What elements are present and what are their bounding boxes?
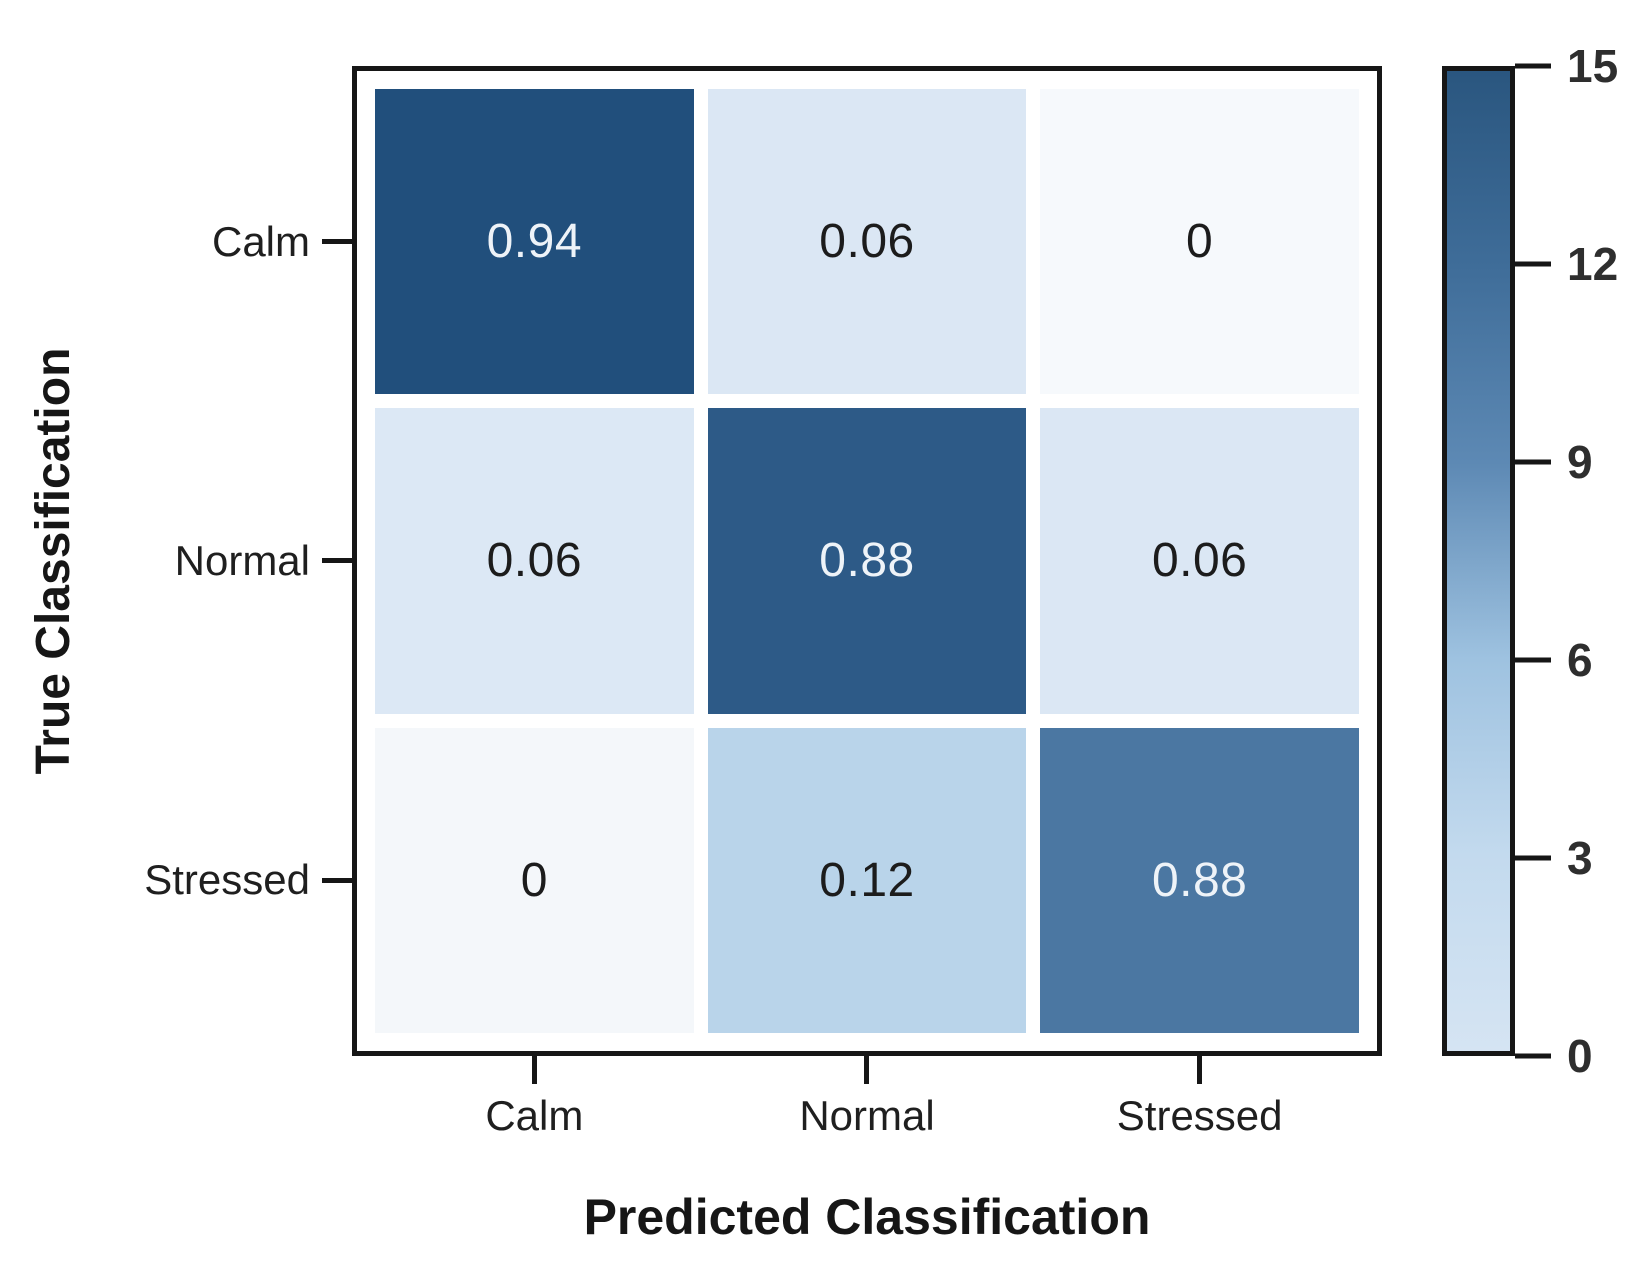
matrix-cell-stressed-normal: 0.12 (707, 727, 1027, 1033)
matrix-cell-stressed-stressed: 0.88 (1040, 727, 1359, 1033)
x-axis-title: Predicted Classification (583, 1189, 1151, 1245)
y-tick-mark (322, 558, 352, 564)
matrix-cell-calm-stressed: 0 (1040, 89, 1359, 395)
y-tick-marks (322, 89, 352, 1033)
colorbar-tick-mark (1515, 657, 1551, 663)
y-tick-mark (322, 877, 352, 883)
colorbar-tick-label: 3 (1567, 832, 1593, 884)
y-tick-row: Stressed (0, 728, 310, 1033)
matrix-cell-calm-normal: 0.06 (707, 89, 1027, 395)
y-tick-row: Normal (0, 408, 310, 713)
y-tick-labels: Calm Normal Stressed (0, 89, 310, 1033)
heatmap-grid: 0.94 0.06 0 0.06 0.88 0.06 0 0.12 0.88 (375, 89, 1359, 1033)
matrix-cell-normal-normal: 0.88 (707, 408, 1027, 714)
x-tick-labels: Calm Normal Stressed (375, 1092, 1359, 1140)
colorbar-tick-mark (1515, 459, 1551, 465)
x-tick-label: Normal (799, 1092, 935, 1139)
colorbar-tick-mark (1515, 261, 1551, 267)
x-tick-mark (1197, 1056, 1203, 1084)
x-tick-mark (864, 1056, 870, 1084)
colorbar-tick-mark (1515, 855, 1551, 861)
colorbar (1442, 66, 1515, 1056)
x-tick-col (375, 1056, 694, 1084)
colorbar-ticks: 15 12 9 6 3 0 (1515, 43, 1638, 1079)
plot-area: 0.94 0.06 0 0.06 0.88 0.06 0 0.12 0.88 (352, 66, 1382, 1056)
x-tick-label: Stressed (1116, 1092, 1283, 1139)
y-tick-row: Calm (0, 89, 310, 394)
matrix-cell-normal-stressed: 0.06 (1040, 408, 1359, 714)
y-tick-label: Stressed (144, 856, 310, 904)
colorbar-gradient (1447, 71, 1510, 1051)
colorbar-tick-label: 6 (1567, 634, 1593, 686)
x-tick-mark (531, 1056, 537, 1084)
colorbar-tick-label: 9 (1567, 436, 1593, 488)
x-tick-col (1040, 1056, 1359, 1084)
colorbar-tick-label: 12 (1567, 238, 1619, 290)
y-tick-row (322, 728, 352, 1033)
colorbar-tick-mark (1515, 1053, 1551, 1059)
colorbar-tick-label: 0 (1567, 1030, 1593, 1082)
y-tick-label: Normal (174, 536, 310, 584)
colorbar-tick-mark (1515, 63, 1551, 69)
matrix-cell-stressed-calm: 0 (375, 727, 694, 1033)
colorbar-tick-label: 15 (1567, 40, 1619, 92)
matrix-cell-calm-calm: 0.94 (375, 89, 694, 395)
y-tick-row (322, 408, 352, 713)
x-tick-label: Calm (485, 1092, 584, 1139)
y-tick-label: Calm (211, 217, 310, 265)
x-tick-marks (375, 1056, 1359, 1084)
y-tick-row (322, 89, 352, 394)
y-tick-mark (322, 239, 352, 245)
x-tick-col (708, 1056, 1027, 1084)
matrix-cell-normal-calm: 0.06 (375, 408, 694, 714)
